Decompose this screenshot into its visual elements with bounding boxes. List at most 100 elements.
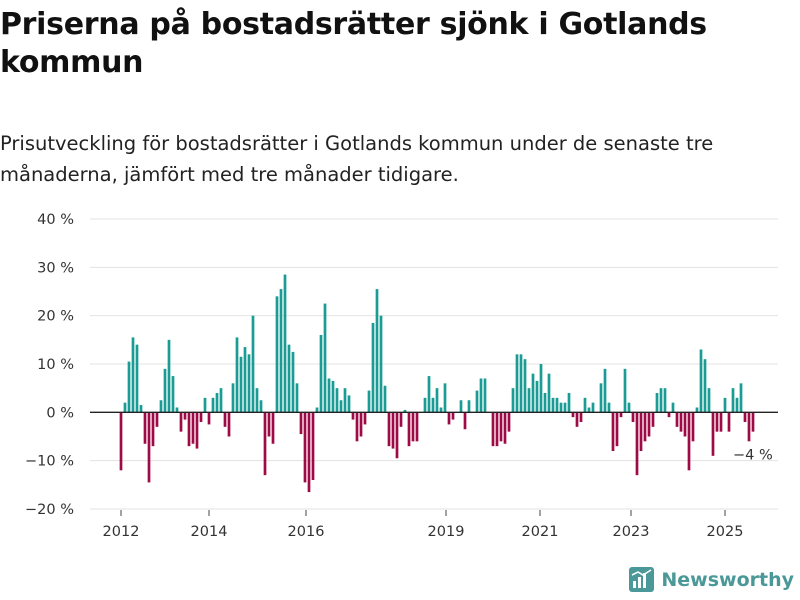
newsworthy-logo-icon <box>629 567 655 592</box>
bar <box>139 405 143 413</box>
bar <box>423 397 427 413</box>
bar <box>711 412 715 456</box>
bar <box>619 412 623 418</box>
bar <box>467 400 471 413</box>
bar <box>355 412 359 442</box>
bar <box>699 349 703 413</box>
bar <box>135 344 139 413</box>
bar <box>715 412 719 432</box>
bar <box>611 412 615 451</box>
x-tick-label: 2016 <box>288 524 325 540</box>
bar <box>723 397 727 413</box>
bar <box>399 412 403 427</box>
bar <box>271 412 275 444</box>
bar <box>251 315 255 413</box>
bar <box>483 378 487 413</box>
bar <box>119 412 123 471</box>
bar <box>523 359 527 413</box>
bar <box>311 412 315 480</box>
bar <box>143 412 147 444</box>
bar <box>567 393 571 413</box>
bar <box>615 412 619 447</box>
bar <box>643 412 647 442</box>
bar <box>707 388 711 413</box>
brand-logo: Newsworthy <box>629 567 794 592</box>
bar <box>475 390 479 413</box>
x-tick-label: 2025 <box>707 524 744 540</box>
bar <box>443 383 447 413</box>
bar <box>415 412 419 442</box>
bar <box>403 409 407 413</box>
bar <box>551 397 555 413</box>
bar <box>683 412 687 437</box>
x-tick-label: 2021 <box>522 524 559 540</box>
bar <box>351 412 355 420</box>
bar <box>411 412 415 442</box>
bar <box>307 412 311 493</box>
bar <box>515 354 519 413</box>
bar <box>299 412 303 435</box>
bar <box>371 322 375 413</box>
bar <box>639 412 643 451</box>
bar <box>459 400 463 413</box>
bar <box>747 412 751 442</box>
bar <box>187 412 191 447</box>
bar <box>463 412 467 430</box>
bar <box>735 397 739 413</box>
bar <box>163 368 167 413</box>
bar <box>303 412 307 483</box>
bar <box>243 347 247 413</box>
bar <box>539 364 543 413</box>
bar <box>267 412 271 437</box>
bar <box>719 412 723 432</box>
bar <box>563 402 567 413</box>
bar <box>555 397 559 413</box>
bar <box>587 407 591 413</box>
bar <box>667 412 671 418</box>
bar <box>315 407 319 413</box>
bar <box>635 412 639 476</box>
bar <box>235 337 239 413</box>
bar <box>295 383 299 413</box>
bar <box>519 354 523 413</box>
bar <box>435 388 439 413</box>
bar <box>283 274 287 413</box>
bar <box>547 373 551 413</box>
bar <box>159 400 163 413</box>
bar <box>655 393 659 413</box>
x-tick-label: 2014 <box>191 524 228 540</box>
y-tick-label: 0 % <box>46 405 74 421</box>
bar <box>239 356 243 413</box>
bar <box>151 412 155 447</box>
bar <box>727 412 731 432</box>
bar <box>171 376 175 413</box>
bar <box>255 388 259 413</box>
bar <box>127 361 131 413</box>
bar <box>343 388 347 413</box>
bar <box>571 412 575 418</box>
bar <box>543 393 547 413</box>
bar <box>427 376 431 413</box>
bar <box>679 412 683 432</box>
bar <box>131 337 135 413</box>
bar <box>231 383 235 413</box>
bar <box>263 412 267 476</box>
bar <box>627 402 631 413</box>
bar <box>207 412 211 425</box>
bar <box>203 397 207 413</box>
bar <box>527 388 531 413</box>
bar <box>247 354 251 413</box>
bar <box>559 402 563 413</box>
bar <box>507 412 511 432</box>
bar <box>675 412 679 427</box>
bar <box>215 393 219 413</box>
x-tick-label: 2019 <box>428 524 465 540</box>
bar <box>379 315 383 413</box>
bar <box>339 400 343 413</box>
bar <box>663 388 667 413</box>
bar <box>211 397 215 413</box>
bar <box>731 388 735 413</box>
bar <box>579 412 583 422</box>
bar <box>647 412 651 437</box>
bar <box>743 412 747 422</box>
